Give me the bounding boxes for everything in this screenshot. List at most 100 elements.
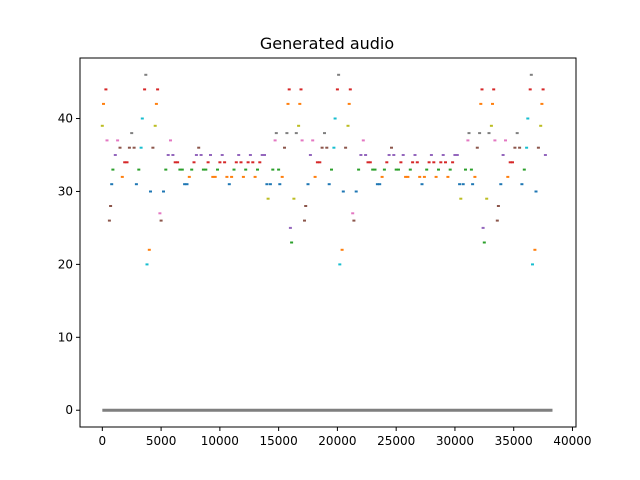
data-point <box>297 124 301 127</box>
data-point <box>216 168 219 171</box>
data-point <box>176 161 180 164</box>
data-point <box>536 146 540 149</box>
data-point <box>187 175 191 178</box>
data-point <box>352 219 356 222</box>
data-point <box>313 175 317 178</box>
data-point <box>273 139 277 142</box>
data-point <box>518 146 522 149</box>
data-point <box>461 183 465 186</box>
data-point <box>271 168 275 171</box>
data-point <box>439 161 443 164</box>
data-point <box>340 248 344 251</box>
data-point <box>145 263 149 266</box>
data-point <box>232 168 236 171</box>
data-point <box>300 139 304 142</box>
data-point <box>171 154 175 156</box>
data-point <box>256 168 259 171</box>
data-point <box>415 161 419 164</box>
data-point <box>485 197 489 200</box>
data-point <box>294 132 298 135</box>
data-point <box>338 263 342 266</box>
data-point <box>399 161 403 164</box>
data-point <box>464 168 467 171</box>
data-point <box>511 161 514 164</box>
data-point <box>371 168 375 171</box>
plot-frame <box>79 57 577 428</box>
data-point <box>223 161 227 164</box>
data-point <box>158 212 162 215</box>
data-point <box>531 263 534 266</box>
chart-title: Generated audio <box>260 34 394 53</box>
data-point <box>513 146 517 149</box>
data-point <box>197 146 201 149</box>
data-point <box>225 175 229 178</box>
data-point <box>385 161 389 164</box>
data-point <box>411 161 415 164</box>
data-point <box>459 197 463 200</box>
data-point <box>104 88 108 91</box>
data-point <box>166 154 170 156</box>
data-point <box>492 88 496 91</box>
data-point <box>253 175 257 178</box>
data-point <box>351 212 355 215</box>
data-point <box>130 132 134 135</box>
x-tick-label: 5000 <box>146 434 177 448</box>
data-point <box>134 183 138 186</box>
y-tick-label: 40 <box>58 112 73 126</box>
data-point <box>178 168 182 171</box>
data-point <box>311 139 315 142</box>
data-point <box>143 88 147 91</box>
x-tick-label: 30000 <box>436 434 474 448</box>
data-point <box>425 168 429 171</box>
data-point <box>251 161 255 164</box>
data-point <box>541 88 545 91</box>
data-point <box>364 154 368 156</box>
y-tick-label: 20 <box>58 257 73 271</box>
data-point <box>274 132 278 135</box>
data-point <box>344 146 348 149</box>
data-point <box>105 139 109 142</box>
data-point <box>401 154 405 156</box>
data-point <box>422 175 426 178</box>
data-point <box>520 183 524 186</box>
x-tick-label: 10000 <box>201 434 239 448</box>
data-point <box>209 154 212 156</box>
data-point <box>361 139 365 142</box>
data-point <box>441 154 445 156</box>
data-point <box>318 161 322 164</box>
data-point <box>308 154 312 156</box>
data-point <box>390 146 393 149</box>
data-point <box>347 102 351 105</box>
data-point <box>100 124 104 127</box>
data-point <box>357 168 361 171</box>
data-point <box>159 219 163 222</box>
data-point <box>265 183 269 186</box>
data-point <box>277 168 281 171</box>
data-point <box>434 175 438 178</box>
data-point <box>429 154 433 156</box>
data-point <box>113 154 117 156</box>
data-point <box>237 154 241 156</box>
data-point <box>211 175 215 178</box>
data-point <box>283 146 286 149</box>
data-point <box>278 183 282 186</box>
data-point <box>489 124 493 127</box>
data-point <box>127 146 131 149</box>
data-point <box>539 124 543 127</box>
data-point <box>102 102 105 105</box>
data-point <box>139 146 143 149</box>
data-point <box>479 102 483 105</box>
data-point <box>392 154 396 156</box>
data-point <box>213 175 217 178</box>
data-points <box>100 73 547 266</box>
y-tick-label: 0 <box>65 403 73 417</box>
data-point <box>162 190 165 193</box>
data-point <box>303 219 306 222</box>
data-point <box>522 168 526 171</box>
data-point <box>413 154 417 156</box>
data-point <box>453 154 457 156</box>
data-point <box>487 132 491 135</box>
data-point <box>190 168 194 171</box>
data-point <box>473 175 477 178</box>
data-point <box>529 73 533 76</box>
